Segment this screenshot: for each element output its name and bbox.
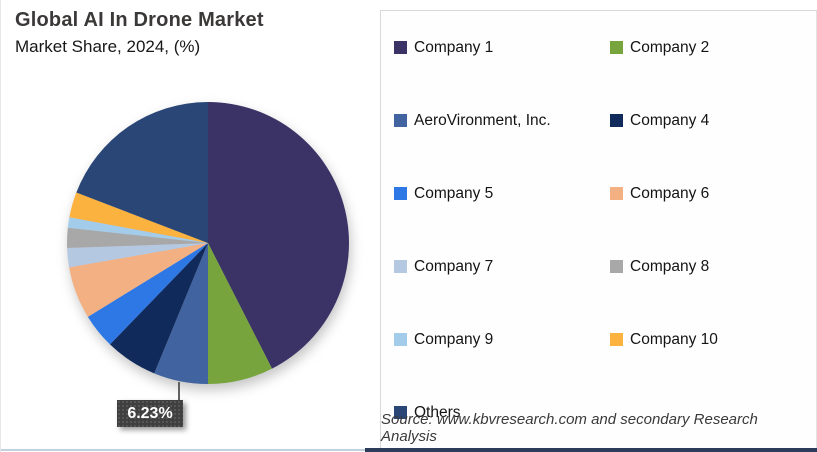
pie-slice-others [76,102,208,243]
legend-item-company-1: Company 1 [394,39,610,57]
pie-slice-company-7 [67,243,208,268]
legend-item-company-6: Company 6 [610,185,816,203]
pie-slice-company-6 [69,243,208,317]
legend-swatch-company-8 [610,260,623,273]
pie-slice-company-9 [67,217,208,243]
legend-label: Others [414,403,461,421]
legend-item-others: Others [394,404,610,422]
callout-leader-line [178,382,180,400]
legend-swatch-company-5 [394,187,407,200]
page-title: Global AI In Drone Market [15,9,264,31]
legend-item-company-5: Company 5 [394,185,610,203]
legend-label: Company 7 [414,257,494,275]
pie-slice-company-4 [110,243,208,374]
legend-swatch-company-7 [394,260,407,273]
legend-grid: Company 1 Company 2 AeroVironment, Inc. Com… [394,11,816,449]
legend-label: Company 5 [414,184,494,202]
pie-svg [66,102,349,384]
page-subtitle: Market Share, 2024, (%) [15,37,201,56]
legend-label: Company 2 [630,38,710,56]
legend-swatch-company-4 [610,114,623,127]
pie-slice-company-1 [208,102,349,369]
pie-slice-company-5 [87,243,208,345]
pie-chart [58,93,358,393]
legend-swatch-company-6 [610,187,623,200]
legend-item-company-10: Company 10 [610,331,816,349]
legend-label: Company 6 [630,184,710,202]
legend-panel: Company 1 Company 2 AeroVironment, Inc. Com… [380,10,817,452]
source-note: Source: www.kbvresearch.com and secondar… [381,411,758,445]
legend-item-company-9: Company 9 [394,331,610,349]
slice-callout: 6.23% [117,400,183,427]
legend-label: Company 4 [630,111,710,129]
legend-label: Company 8 [630,257,710,275]
bottom-rule-left [1,449,365,451]
legend-item-company-2: Company 2 [610,39,816,57]
bottom-bar [365,448,817,452]
legend-item-company-7: Company 7 [394,258,610,276]
legend-swatch-company-10 [610,333,623,346]
legend-label: Company 10 [630,330,718,348]
pie-slice-aerovironment-inc [154,243,208,384]
pie-slice-company-2 [208,243,273,384]
legend-label: Company 9 [414,330,494,348]
legend-label: Company 1 [414,38,494,56]
pie-slice-company-10 [69,192,208,243]
legend-item-aerovironment-inc: AeroVironment, Inc. [394,112,610,130]
legend-swatch-others [394,406,407,419]
pie-slice-company-8 [66,227,208,249]
legend-item-company-4: Company 4 [610,112,816,130]
legend-swatch-company-1 [394,41,407,54]
legend-item-company-8: Company 8 [610,258,816,276]
legend-swatch-aerovironment-inc [394,114,407,127]
legend-swatch-company-2 [610,41,623,54]
legend-label: AeroVironment, Inc. [414,111,551,129]
legend-swatch-company-9 [394,333,407,346]
